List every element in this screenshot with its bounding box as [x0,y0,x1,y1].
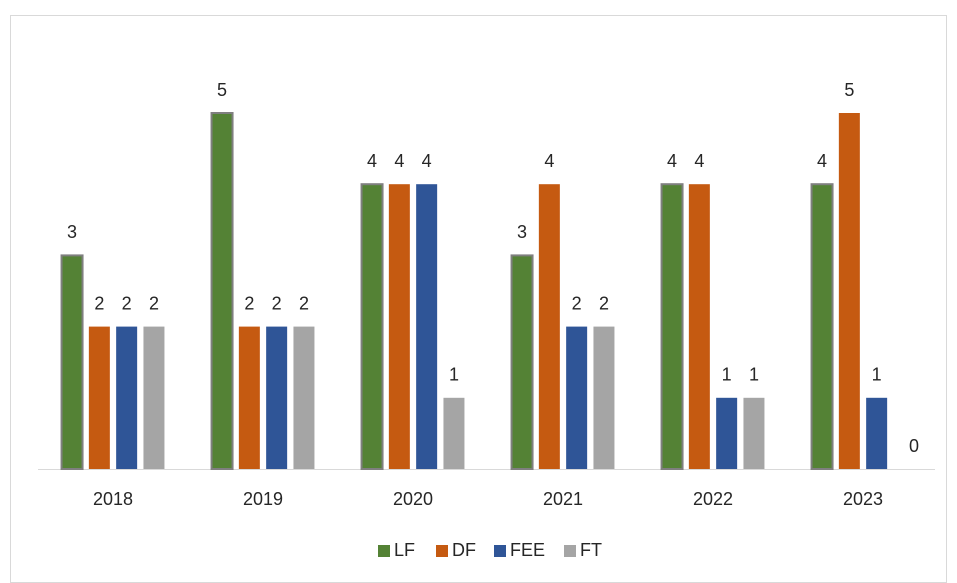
x-tick-label: 2018 [93,489,133,509]
legend-swatch [436,545,448,557]
x-tick-label: 2020 [393,489,433,509]
data-label: 1 [872,365,882,385]
data-label: 4 [367,151,377,171]
bar [866,397,888,469]
bar [143,326,165,469]
legend-label: LF [394,540,415,560]
bar [566,326,588,469]
bar [510,254,534,470]
bar [210,112,234,470]
legend-swatch [564,545,576,557]
data-label: 4 [394,151,404,171]
bar [810,183,834,470]
data-label: 4 [544,151,554,171]
data-label: 3 [67,222,77,242]
bar [660,183,684,470]
data-label: 2 [244,293,254,313]
data-label: 0 [909,436,919,456]
x-tick-label: 2022 [693,489,733,509]
bar [688,184,710,469]
x-tick-label: 2021 [543,489,583,509]
data-label: 2 [149,293,159,313]
data-label: 5 [217,80,227,100]
legend-swatch [378,545,390,557]
bar [416,184,438,469]
data-label: 4 [817,151,827,171]
data-label: 1 [449,365,459,385]
data-label: 4 [667,151,677,171]
bar [538,184,560,469]
data-label: 1 [749,365,759,385]
data-label: 4 [422,151,432,171]
bar [88,326,110,469]
legend-label: FEE [510,540,545,560]
data-label: 5 [844,80,854,100]
data-label: 2 [122,293,132,313]
bar [716,397,738,469]
chart-border [10,15,947,583]
data-label: 2 [272,293,282,313]
bar [360,183,384,470]
bar [266,326,288,469]
data-label: 2 [572,293,582,313]
data-label: 2 [599,293,609,313]
data-label: 2 [94,293,104,313]
data-label: 4 [694,151,704,171]
data-label: 2 [299,293,309,313]
legend-label: DF [452,540,476,560]
data-label: 1 [722,365,732,385]
bar [743,397,765,469]
bar [593,326,615,469]
bar [388,184,410,469]
data-label: 3 [517,222,527,242]
bar [116,326,138,469]
x-tick-label: 2023 [843,489,883,509]
bar [60,254,84,470]
bar [238,326,260,469]
bar [838,113,860,469]
bar [443,397,465,469]
legend-label: FT [580,540,602,560]
legend-swatch [494,545,506,557]
x-tick-label: 2019 [243,489,283,509]
bar [293,326,315,469]
